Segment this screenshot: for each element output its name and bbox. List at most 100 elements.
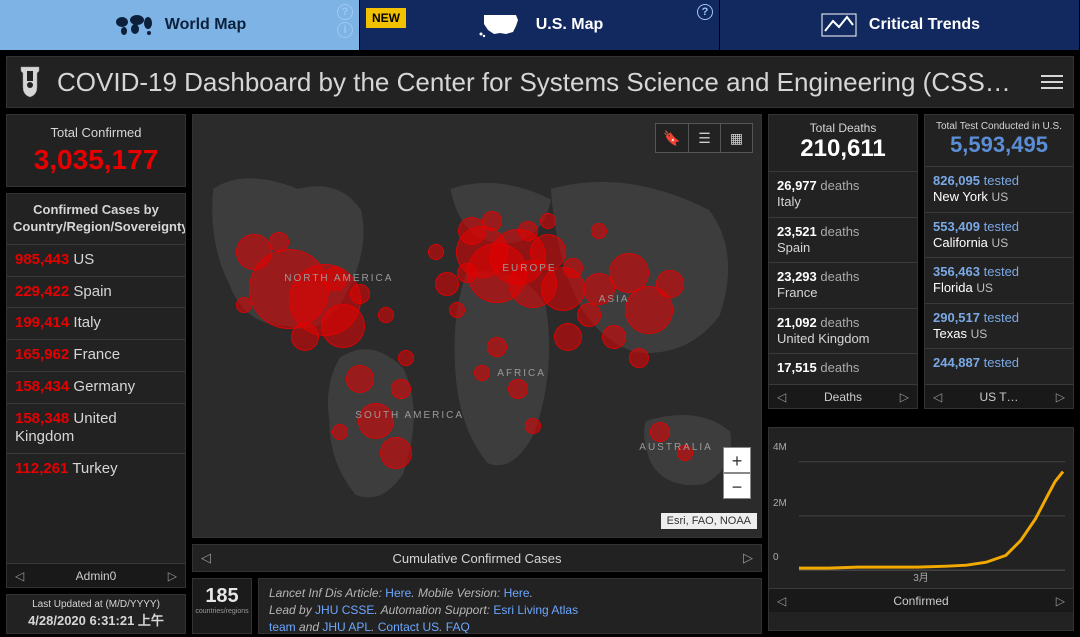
country-count-panel: 185 countries/regions — [192, 578, 252, 634]
tab-us-map[interactable]: NEW U.S. Map ? — [360, 0, 720, 50]
us-map-icon — [476, 10, 526, 40]
left-column: Total Confirmed 3,035,177 Confirmed Case… — [6, 114, 186, 634]
csse-link[interactable]: JHU CSSE — [315, 603, 374, 617]
prev-arrow-icon[interactable]: ◁ — [929, 390, 946, 404]
next-arrow-icon[interactable]: ▷ — [164, 569, 181, 583]
tab-critical-trends[interactable]: Critical Trends — [720, 0, 1080, 50]
total-confirmed-panel: Total Confirmed 3,035,177 — [6, 114, 186, 187]
last-updated-value: 4/28/2020 6:31:21 上午 — [7, 610, 185, 629]
list-item[interactable]: 553,409 testedCalifornia US — [925, 212, 1073, 258]
tab-us-label: U.S. Map — [536, 16, 604, 34]
world-map[interactable]: NORTH AMERICASOUTH AMERICAEUROPEAFRICAAS… — [192, 114, 762, 538]
lancet-link[interactable]: Here — [385, 586, 411, 600]
map-svg — [193, 115, 761, 537]
page-title: COVID-19 Dashboard by the Center for Sys… — [57, 67, 1027, 98]
country-count-value: 185 — [193, 585, 251, 608]
xtick-label: 3月 — [769, 569, 1073, 584]
info-bar: 185 countries/regions Lancet Inf Dis Art… — [192, 578, 762, 634]
list-item[interactable]: 112,261 Turkey — [7, 453, 185, 485]
world-map-icon — [113, 12, 155, 38]
jhu-logo-icon — [17, 65, 43, 99]
info-text-panel: Lancet Inf Dis Article: Here. Mobile Ver… — [258, 578, 762, 634]
list-item[interactable]: 21,092 deathsUnited Kingdom — [769, 308, 917, 354]
list-item[interactable]: 23,293 deathsFrance — [769, 262, 917, 308]
tab-world-map[interactable]: World Map ? i — [0, 0, 360, 50]
tests-column: Total Test Conducted in U.S. 5,593,495 8… — [924, 114, 1074, 409]
list-item[interactable]: 26,977 deathsItaly — [769, 171, 917, 217]
esri-link[interactable]: Esri Living Atlas — [493, 603, 578, 617]
ytick-4m: 4M — [773, 442, 787, 453]
menu-icon[interactable] — [1041, 75, 1063, 89]
chart-tabstrip: ◁ Confirmed ▷ — [769, 588, 1073, 612]
help-icon[interactable]: ? — [697, 4, 713, 20]
tab-world-label: World Map — [165, 16, 246, 34]
total-confirmed-value: 3,035,177 — [11, 144, 181, 176]
deaths-tabstrip: ◁ Deaths ▷ — [769, 384, 917, 408]
chart-tab-label[interactable]: Confirmed — [790, 594, 1052, 608]
list-item[interactable]: 356,463 testedFlorida US — [925, 257, 1073, 303]
prev-arrow-icon[interactable]: ◁ — [773, 594, 790, 608]
map-attribution: Esri, FAO, NOAA — [661, 513, 757, 529]
country-count-sub: countries/regions — [193, 608, 251, 615]
map-tools: 🔖 ☰ ▦ — [655, 123, 753, 153]
trend-chart-svg — [799, 438, 1065, 584]
bookmark-icon[interactable]: 🔖 — [656, 124, 688, 152]
map-footer-label[interactable]: Cumulative Confirmed Cases — [211, 551, 743, 566]
zoom-in-button[interactable]: + — [723, 447, 751, 473]
next-arrow-icon[interactable]: ▷ — [1052, 594, 1069, 608]
list-item[interactable]: 199,414 Italy — [7, 307, 185, 339]
prev-arrow-icon[interactable]: ◁ — [773, 390, 790, 404]
trend-chart[interactable]: 4M 2M 0 3月 — [769, 428, 1073, 588]
top-nav: World Map ? i NEW U.S. Map ? Critical Tr… — [0, 0, 1080, 50]
zoom-controls: + − — [723, 447, 751, 499]
last-updated-label: Last Updated at (M/D/YYYY) — [7, 599, 185, 610]
last-updated-panel: Last Updated at (M/D/YYYY) 4/28/2020 6:3… — [6, 594, 186, 634]
list-item[interactable]: 244,887 tested — [925, 348, 1073, 377]
prev-arrow-icon[interactable]: ◁ — [201, 550, 211, 566]
list-item[interactable]: 158,434 Germany — [7, 371, 185, 403]
list-item[interactable]: 23,521 deathsSpain — [769, 217, 917, 263]
center-column: NORTH AMERICASOUTH AMERICAEUROPEAFRICAAS… — [192, 114, 762, 634]
tests-list[interactable]: 826,095 testedNew York US553,409 testedC… — [925, 166, 1073, 384]
help-icon[interactable]: ? — [337, 4, 353, 20]
confirmed-list[interactable]: 985,443 US229,422 Spain199,414 Italy165,… — [7, 244, 185, 563]
list-item[interactable]: 158,348 United Kingdom — [7, 403, 185, 454]
legend-icon[interactable]: ☰ — [688, 124, 720, 152]
basemap-icon[interactable]: ▦ — [720, 124, 752, 152]
tab-helpers-us: ? — [697, 4, 713, 20]
prev-arrow-icon[interactable]: ◁ — [11, 569, 28, 583]
list-item[interactable]: 229,422 Spain — [7, 276, 185, 308]
total-confirmed-label: Total Confirmed — [11, 125, 181, 140]
contact-link[interactable]: Contact US — [378, 620, 439, 634]
next-arrow-icon[interactable]: ▷ — [896, 390, 913, 404]
tests-value: 5,593,495 — [929, 132, 1069, 158]
dashboard-header: COVID-19 Dashboard by the Center for Sys… — [6, 56, 1074, 108]
deaths-label: Total Deaths — [773, 121, 913, 135]
ytick-0: 0 — [773, 552, 779, 563]
deaths-value: 210,611 — [773, 135, 913, 163]
tests-tab-label[interactable]: US T… — [946, 390, 1052, 404]
next-arrow-icon[interactable]: ▷ — [743, 550, 753, 566]
next-arrow-icon[interactable]: ▷ — [1052, 390, 1069, 404]
list-item[interactable]: 985,443 US — [7, 244, 185, 276]
faq-link[interactable]: FAQ — [446, 620, 470, 634]
zoom-out-button[interactable]: − — [723, 473, 751, 499]
tests-panel: Total Test Conducted in U.S. 5,593,495 8… — [924, 114, 1074, 409]
trend-chart-panel: 4M 2M 0 3月 ◁ Confirmed ▷ — [768, 427, 1074, 631]
list-item[interactable]: 165,962 France — [7, 339, 185, 371]
map-footer-tabstrip: ◁ Cumulative Confirmed Cases ▷ — [192, 544, 762, 572]
list-item[interactable]: 826,095 testedNew York US — [925, 166, 1073, 212]
deaths-list[interactable]: 26,977 deathsItaly23,521 deathsSpain23,2… — [769, 171, 917, 384]
mobile-link[interactable]: Here — [504, 586, 530, 600]
tab-trends-label: Critical Trends — [869, 16, 980, 34]
list-item[interactable]: 290,517 testedTexas US — [925, 303, 1073, 349]
confirmed-tabstrip: ◁ Admin0 ▷ — [7, 563, 185, 587]
deaths-tab-label[interactable]: Deaths — [790, 390, 896, 404]
confirmed-tab-label[interactable]: Admin0 — [28, 569, 164, 583]
list-item[interactable]: 17,515 deaths — [769, 353, 917, 382]
apl-link[interactable]: JHU APL — [322, 620, 371, 634]
deaths-column: Total Deaths 210,611 26,977 deathsItaly2… — [768, 114, 918, 409]
tests-tabstrip: ◁ US T… ▷ — [925, 384, 1073, 408]
deaths-panel: Total Deaths 210,611 26,977 deathsItaly2… — [768, 114, 918, 409]
info-icon[interactable]: i — [337, 22, 353, 38]
